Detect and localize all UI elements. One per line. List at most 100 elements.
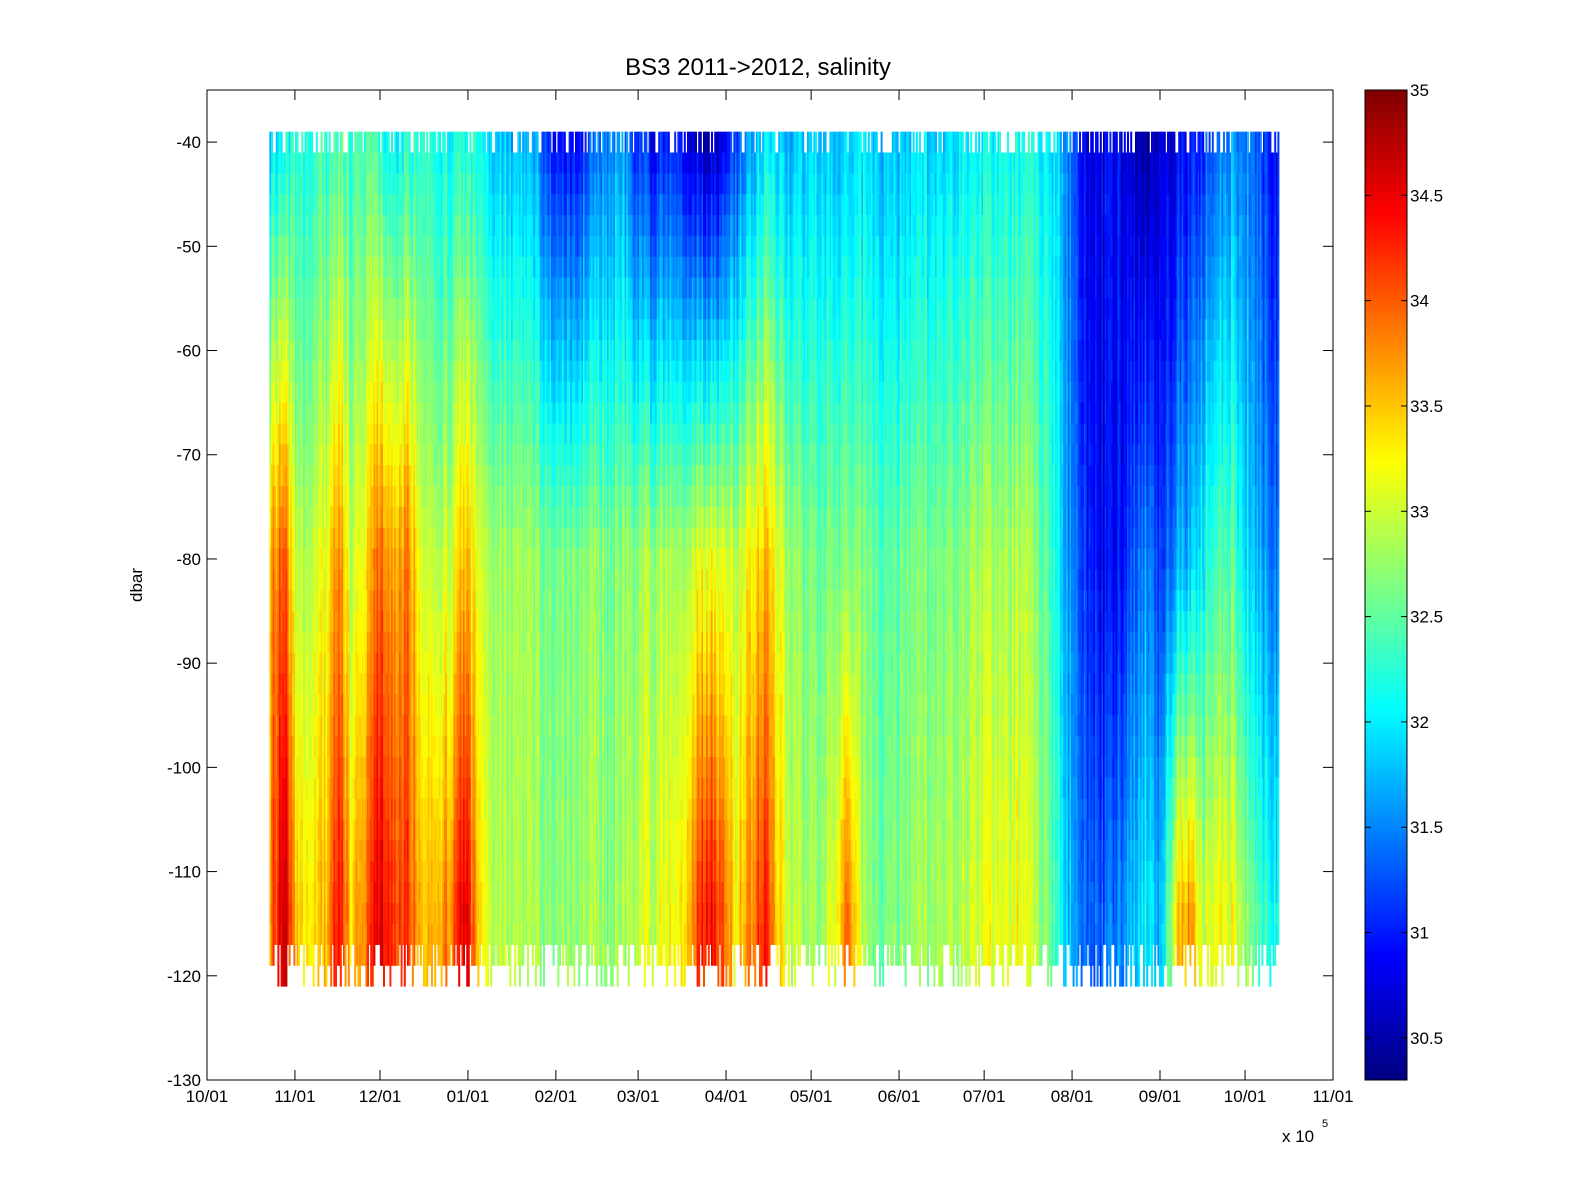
heatmap-cell [327,215,329,237]
heatmap-cell [299,152,302,174]
heatmap-cell [357,194,360,216]
heatmap-cell [339,256,342,278]
heatmap-cell [338,715,341,737]
heatmap-cell [299,548,302,570]
heatmap-cell [355,131,358,153]
heatmap-cell [458,944,461,966]
heatmap-cell [336,194,339,216]
heatmap-cell [304,569,307,591]
heatmap-cell [359,235,361,258]
heatmap-cell [309,777,312,800]
heatmap-column [296,131,299,966]
heatmap-cell [315,694,318,716]
heatmap-cell [347,673,350,695]
heatmap-cell [279,423,281,445]
heatmap-cell [336,631,339,654]
heatmap-cell [295,152,297,174]
heatmap-cell [309,256,312,278]
heatmap-cell [328,506,331,529]
heatmap-cell [295,902,297,925]
heatmap-cell [269,631,272,654]
heatmap-cell [352,319,355,341]
heatmap-cell [343,902,345,925]
heatmap-cell [319,423,321,445]
heatmap-cell [354,590,357,612]
heatmap-cell [293,319,296,341]
heatmap-cell [325,319,328,341]
heatmap-cell [295,861,297,883]
heatmap-cell [336,381,339,404]
heatmap-cell [280,923,283,945]
heatmap-cell [338,465,341,487]
heatmap-cell [354,360,357,383]
heatmap-cell [327,360,329,383]
heatmap-column [306,131,309,966]
heatmap-cell [357,777,360,800]
heatmap-cell [347,944,350,966]
heatmap-cell [352,152,355,174]
heatmap-cell [347,819,350,841]
heatmap-cell [359,569,361,591]
heatmap-cell [277,527,280,549]
heatmap-cell [325,152,328,174]
heatmap-cell [323,277,326,299]
heatmap-column [312,152,315,987]
heatmap-cell [291,215,294,237]
heatmap-cell [277,506,280,529]
heatmap-cell [301,527,304,549]
heatmap-cell [346,486,349,508]
heatmap-cell [299,444,302,466]
heatmap-cell [325,360,328,383]
heatmap-cell [271,256,273,278]
heatmap-cell [343,152,345,174]
heatmap-cell [339,506,342,529]
heatmap-cell [275,715,278,737]
heatmap-cell [279,882,281,904]
heatmap-cell [272,590,275,612]
heatmap-cell [298,694,301,716]
heatmap-cell [330,381,333,404]
heatmap-cell [287,215,289,237]
heatmap-cell [303,694,305,716]
heatmap-cell [274,340,277,362]
heatmap-cell [287,173,289,195]
heatmap-cell [288,444,291,466]
heatmap-cell [349,944,352,966]
heatmap-cell [282,277,285,299]
heatmap-cell [341,652,344,674]
heatmap-cell [336,131,339,153]
heatmap-cell [304,798,307,820]
heatmap-cell [283,465,286,487]
heatmap-cell [355,256,358,278]
heatmap-cell [312,861,315,883]
heatmap-cell [314,235,317,258]
heatmap-cell [339,965,342,987]
heatmap-cell [280,527,283,549]
heatmap-cell [269,611,272,633]
heatmap-cell [359,819,361,841]
heatmap-cell [419,944,422,966]
heatmap-cell [320,381,323,404]
heatmap-cell [341,152,344,174]
heatmap-cell [285,694,288,716]
heatmap-cell [271,590,273,612]
heatmap-cell [279,194,281,216]
heatmap-cell [274,798,277,820]
heatmap-cell [312,506,315,529]
heatmap-cell [367,965,369,987]
heatmap-cell [346,611,349,633]
heatmap-cell [335,235,337,258]
heatmap-cell [351,340,353,362]
heatmap-cell [280,756,283,779]
heatmap-cell [319,756,321,779]
heatmap-cell [338,340,341,362]
heatmap-cell [333,402,336,424]
heatmap-cell [317,465,320,487]
heatmap-cell [325,215,328,237]
heatmap-cell [327,486,329,508]
heatmap-cell [330,486,333,508]
heatmap-cell [352,235,355,258]
heatmap-cell [349,381,352,404]
heatmap-cell [333,861,336,883]
heatmap-cell [298,381,301,404]
